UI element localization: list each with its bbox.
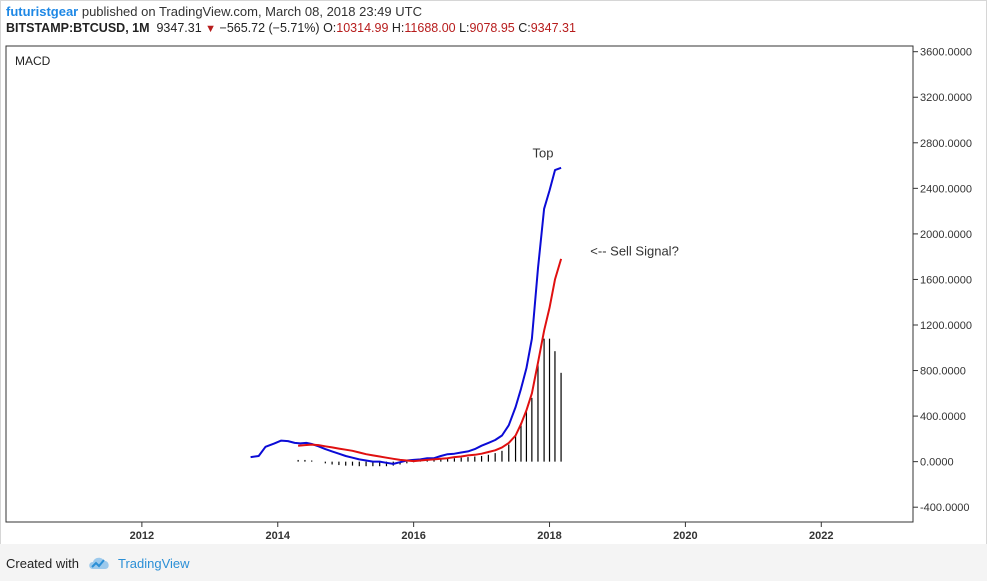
published-text: published on TradingView.com, March 08, … (78, 4, 422, 19)
y-tick-label: 2400.0000 (920, 183, 972, 195)
price-change: −565.72 (−5.71%) (219, 21, 320, 35)
y-tick-label: 3600.0000 (920, 47, 972, 59)
symbol-info-line: BITSTAMP:BTCUSD, 1M 9347.31 ▼ −565.72 (−… (6, 21, 576, 35)
open-label: O: (323, 21, 337, 35)
annotation-text: Top (533, 146, 554, 161)
annotations: Top <-- Sell Signal? (533, 146, 679, 259)
y-tick-label: -400.0000 (920, 502, 970, 514)
x-tick-label: 2012 (130, 530, 154, 542)
high-label: H: (391, 21, 405, 35)
x-tick-label: 2014 (266, 530, 291, 542)
line-series (250, 166, 563, 465)
plot-area[interactable] (5, 45, 914, 523)
low-value: 9078.95 (469, 21, 515, 35)
author-link[interactable]: futuristgear (6, 4, 79, 19)
chart-title: MACD (15, 54, 51, 68)
footer: Created with TradingView (0, 544, 987, 581)
y-tick-label: 2800.0000 (920, 138, 972, 150)
x-tick-label: 2018 (537, 530, 561, 542)
y-tick-label: 2000.0000 (920, 229, 972, 241)
y-tick-label: 800.0000 (920, 366, 966, 378)
low-label: L: (459, 21, 470, 35)
x-axis[interactable]: 2012 2014 2016 2018 2020 2022 (130, 522, 834, 542)
y-tick-label: 0.0000 (920, 457, 954, 469)
y-tick-label: 1600.0000 (920, 274, 972, 286)
y-tick-label: 1200.0000 (920, 320, 972, 332)
down-arrow-icon: ▼ (205, 23, 217, 35)
high-value: 11688.00 (404, 21, 456, 35)
tradingview-cloud-icon[interactable] (87, 554, 111, 572)
macd-chart[interactable]: MACD 3600.0000 3200.0000 2800.0000 2400.000… (0, 40, 987, 544)
y-tick-label: 400.0000 (920, 411, 966, 423)
y-tick-label: 3200.0000 (920, 92, 972, 104)
created-with-label: Created with (6, 556, 79, 571)
x-tick-label: 2016 (401, 530, 425, 542)
close-value: 9347.31 (530, 21, 576, 35)
open-value: 10314.99 (336, 21, 389, 35)
annotation-text: <-- Sell Signal? (590, 244, 679, 259)
publish-line: futuristgear published on TradingView.co… (6, 4, 422, 19)
close-label: C: (518, 21, 531, 35)
symbol-name: BITSTAMP:BTCUSD, 1M (6, 21, 150, 35)
x-tick-label: 2020 (673, 530, 697, 542)
signal-line (298, 258, 563, 463)
y-axis[interactable]: 3600.0000 3200.0000 2800.0000 2400.0000 2000… (913, 47, 972, 515)
x-tick-label: 2022 (809, 530, 833, 542)
last-price: 9347.31 (156, 21, 202, 35)
tradingview-brand-link[interactable]: TradingView (118, 556, 190, 571)
